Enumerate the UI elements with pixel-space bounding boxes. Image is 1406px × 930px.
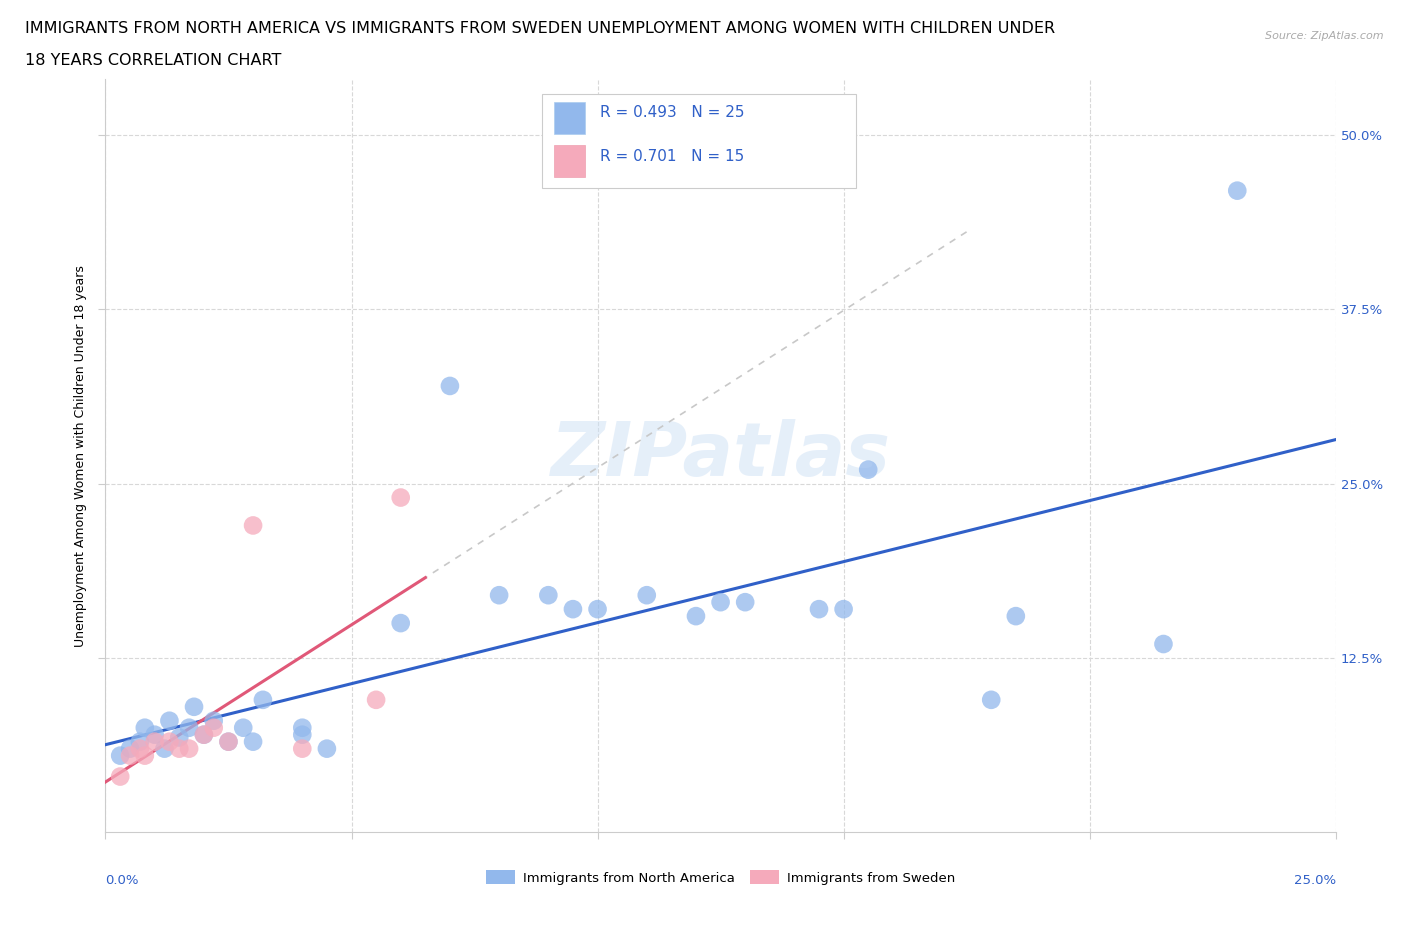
- FancyBboxPatch shape: [543, 94, 856, 188]
- Text: 18 YEARS CORRELATION CHART: 18 YEARS CORRELATION CHART: [25, 53, 281, 68]
- Y-axis label: Unemployment Among Women with Children Under 18 years: Unemployment Among Women with Children U…: [73, 265, 87, 646]
- Legend: Immigrants from North America, Immigrants from Sweden: Immigrants from North America, Immigrant…: [481, 865, 960, 890]
- Text: IMMIGRANTS FROM NORTH AMERICA VS IMMIGRANTS FROM SWEDEN UNEMPLOYMENT AMONG WOMEN: IMMIGRANTS FROM NORTH AMERICA VS IMMIGRA…: [25, 21, 1056, 36]
- Point: [143, 727, 166, 742]
- Bar: [554, 145, 585, 177]
- Point: [710, 595, 733, 610]
- Point: [291, 741, 314, 756]
- Point: [586, 602, 609, 617]
- Point: [134, 748, 156, 763]
- Point: [858, 462, 880, 477]
- Point: [120, 741, 141, 756]
- Point: [218, 735, 240, 750]
- Point: [134, 720, 156, 735]
- Point: [218, 735, 240, 750]
- Point: [1153, 637, 1175, 652]
- Point: [315, 741, 337, 756]
- Point: [488, 588, 510, 603]
- Point: [153, 741, 176, 756]
- Point: [120, 748, 141, 763]
- Point: [537, 588, 560, 603]
- Point: [159, 713, 180, 728]
- Point: [832, 602, 855, 617]
- Point: [291, 727, 314, 742]
- Point: [562, 602, 585, 617]
- Point: [242, 518, 264, 533]
- Point: [232, 720, 254, 735]
- Point: [193, 727, 215, 742]
- Point: [169, 741, 191, 756]
- Text: 0.0%: 0.0%: [105, 874, 139, 887]
- Text: ZIPatlas: ZIPatlas: [551, 419, 890, 492]
- Text: R = 0.493   N = 25: R = 0.493 N = 25: [600, 105, 745, 121]
- Point: [110, 769, 132, 784]
- Point: [110, 748, 132, 763]
- Point: [1226, 183, 1249, 198]
- Bar: [554, 102, 585, 134]
- Point: [159, 735, 180, 750]
- Point: [129, 735, 152, 750]
- Point: [636, 588, 658, 603]
- Point: [685, 609, 707, 624]
- Text: Source: ZipAtlas.com: Source: ZipAtlas.com: [1265, 31, 1384, 41]
- Text: R = 0.701   N = 15: R = 0.701 N = 15: [600, 149, 744, 164]
- Point: [202, 713, 225, 728]
- Point: [183, 699, 205, 714]
- Point: [143, 735, 166, 750]
- Point: [242, 735, 264, 750]
- Point: [291, 720, 314, 735]
- Point: [202, 720, 225, 735]
- Point: [807, 602, 830, 617]
- Point: [389, 490, 412, 505]
- Point: [193, 727, 215, 742]
- Point: [169, 730, 191, 745]
- Point: [389, 616, 412, 631]
- Point: [1004, 609, 1026, 624]
- Point: [179, 720, 201, 735]
- Point: [366, 692, 388, 708]
- Point: [734, 595, 756, 610]
- Text: 25.0%: 25.0%: [1294, 874, 1336, 887]
- Point: [129, 741, 152, 756]
- Point: [439, 379, 461, 393]
- Point: [980, 692, 1002, 708]
- Point: [252, 692, 274, 708]
- Point: [179, 741, 201, 756]
